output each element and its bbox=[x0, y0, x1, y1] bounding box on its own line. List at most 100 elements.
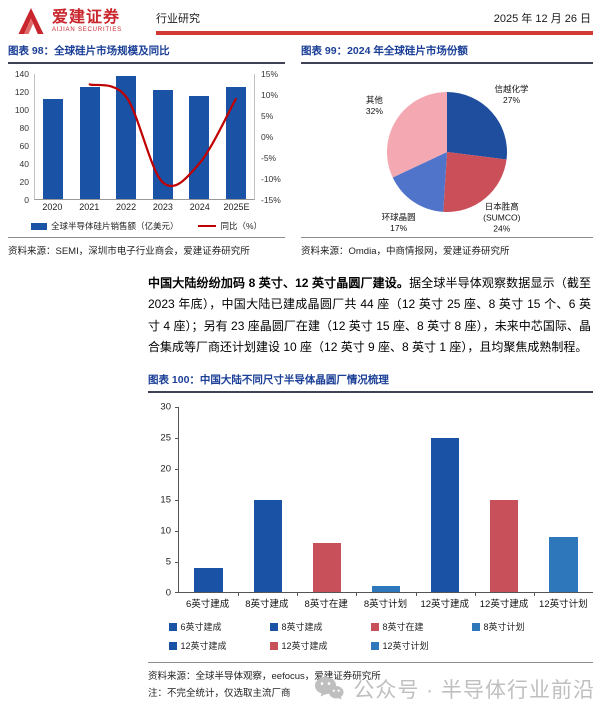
y-tick-label: 0 bbox=[24, 195, 29, 205]
aijian-logo: 爱建证券 AIJIAN SECURITIES bbox=[16, 7, 144, 35]
sales-bar bbox=[152, 90, 173, 199]
legend-item: 12英寸建成 bbox=[168, 639, 270, 652]
wafer-market-chart: 140 120 100 80 60 40 20 0 15% 10% 5% 0% -5% -10% -15% bbox=[8, 69, 285, 205]
x-tick-mark bbox=[356, 592, 358, 597]
x-tick-mark bbox=[533, 592, 535, 597]
pie-slice-信越化学 bbox=[447, 92, 507, 160]
x-tick-label: 2020 bbox=[42, 202, 63, 212]
bar-6英寸建成 bbox=[194, 567, 223, 593]
x-tick-mark bbox=[297, 592, 299, 597]
y-tick-label: -10% bbox=[261, 174, 281, 184]
plot-area bbox=[175, 407, 593, 597]
pie-slice-日本胜高 bbox=[443, 152, 507, 212]
legend-swatch bbox=[198, 225, 217, 227]
source-divider bbox=[301, 237, 593, 238]
pie-label-pct: 17% bbox=[390, 223, 408, 234]
legend-item: 同比（%） bbox=[198, 220, 262, 232]
paragraph-rest: 据全球半导体观察数据显示（截至 2023 年底），中国大陆已建成晶圆厂共 44 … bbox=[148, 276, 591, 355]
pie-label-pct: 27% bbox=[502, 95, 521, 106]
bar-column bbox=[534, 407, 593, 593]
y-tick-label: 5 bbox=[165, 556, 171, 568]
chart-legend: 6英寸建成 8英寸建成 8英寸在建 8英寸计划 12英寸建成 12英寸建成 12英寸计划 bbox=[168, 620, 573, 652]
pie-slice-环球晶圆 bbox=[392, 152, 447, 212]
legend-item: 8英寸建成 bbox=[269, 620, 371, 633]
y-tick-label: 10 bbox=[160, 525, 171, 537]
figure-99: 图表 99：2024 年全球硅片市场份额 信越化学 27% 日本胜高 (SUMCO) 2… bbox=[301, 41, 593, 257]
x-tick-label: 2024 bbox=[189, 202, 210, 212]
y-tick-label: 140 bbox=[14, 69, 29, 79]
x-tick-label: 2021 bbox=[79, 202, 100, 212]
bar-8英寸在建 bbox=[312, 543, 342, 593]
figure-98-title: 图表 98：全球硅片市场规模及同比 bbox=[8, 41, 285, 64]
sales-bar bbox=[225, 87, 246, 199]
x-tick-label: 12英寸计划 bbox=[539, 599, 588, 611]
legend-item: 全球半导体硅片销售额（亿美元） bbox=[30, 220, 178, 232]
legend-label: 8英寸建成 bbox=[281, 622, 323, 633]
bar-column bbox=[297, 407, 356, 593]
chart-legend: 全球半导体硅片销售额（亿美元） 同比（%） bbox=[8, 220, 285, 232]
source-divider bbox=[8, 237, 285, 238]
paragraph-lead: 中国大陆纷纷加码 8 英寸、12 英寸晶圆厂建设。 bbox=[148, 276, 410, 290]
pie-label-pct: 24% bbox=[493, 223, 511, 234]
bar-column bbox=[475, 407, 534, 593]
x-tick-mark bbox=[474, 592, 476, 597]
y-tick-label: 5% bbox=[261, 111, 274, 121]
figure-row: 图表 98：全球硅片市场规模及同比 140 120 100 80 60 40 20 0 15%… bbox=[0, 35, 601, 257]
x-tick-label: 8英寸建成 bbox=[245, 599, 289, 611]
page-header: 爱建证券 AIJIAN SECURITIES 行业研究 2025 年 12 月 … bbox=[0, 0, 601, 35]
x-tick-label: 12英寸建成 bbox=[479, 599, 529, 611]
bar-12英寸计划 bbox=[549, 536, 578, 593]
bar-column-2025E bbox=[218, 74, 255, 199]
watermark-text: 公众号 · 半导体行业前沿 bbox=[353, 679, 595, 702]
legend-swatch bbox=[370, 641, 379, 650]
bar-column bbox=[416, 407, 475, 593]
y-tick-label: -15% bbox=[261, 195, 281, 205]
left-y-axis: 140 120 100 80 60 40 20 0 bbox=[8, 69, 34, 205]
legend-label: 8英寸计划 bbox=[483, 622, 525, 633]
legend-swatch bbox=[168, 622, 177, 631]
pie-svg bbox=[387, 92, 507, 212]
y-tick-label: 0 bbox=[165, 587, 171, 599]
header-rule bbox=[156, 31, 593, 35]
figure-99-title: 图表 99：2024 年全球硅片市场份额 bbox=[301, 41, 593, 64]
source-divider bbox=[148, 662, 593, 664]
x-tick-label: 12英寸建成 bbox=[420, 599, 470, 611]
logo-title: 爱建证券 bbox=[52, 8, 121, 26]
pie-label-pct: 32% bbox=[365, 105, 383, 116]
figure-100-source: 资料来源：全球半导体观察，eefocus，爱建证券研究所 bbox=[148, 671, 381, 683]
pie-label: 其他 32% bbox=[366, 95, 383, 117]
bar-column-2021 bbox=[72, 74, 109, 199]
pie-slice-其他 bbox=[387, 92, 447, 178]
y-tick-label: 0% bbox=[261, 132, 274, 142]
y-tick-label: 15 bbox=[160, 494, 171, 506]
right-y-axis: 15% 10% 5% 0% -5% -10% -15% bbox=[255, 69, 285, 205]
x-tick-label: 6英寸建成 bbox=[185, 599, 230, 611]
figure-100-note: 注：不完全统计，仅选取主流厂商 bbox=[148, 688, 291, 700]
y-tick-mark bbox=[175, 561, 179, 563]
y-tick-label: 40 bbox=[19, 159, 29, 169]
legend-label: 同比（%） bbox=[220, 221, 263, 231]
body-paragraph: 中国大陆纷纷加码 8 英寸、12 英寸晶圆厂建设。据全球半导体观察数据显示（截至… bbox=[148, 273, 591, 358]
pie-label-name: 环球晶圆 bbox=[381, 212, 416, 223]
market-share-pie-chart: 信越化学 27% 日本胜高 (SUMCO) 24% 环球晶圆 17% 其他 32% bbox=[301, 66, 593, 237]
legend-label: 8英寸在建 bbox=[382, 622, 424, 633]
legend-label: 12英寸建成 bbox=[281, 641, 328, 652]
figure-98-source: 资料来源：SEMI，深圳市电子行业商会，爱建证券研究所 bbox=[8, 246, 250, 257]
y-tick-label: -5% bbox=[261, 153, 277, 163]
legend-swatch bbox=[168, 641, 177, 650]
legend-item: 12英寸建成 bbox=[269, 639, 371, 652]
legend-item: 8英寸在建 bbox=[370, 620, 472, 633]
wechat-watermark: 公众号 · 半导体行业前沿 bbox=[314, 674, 595, 704]
pie-label: 日本胜高 (SUMCO) 24% bbox=[483, 202, 520, 235]
bar-12英寸建成 bbox=[430, 438, 460, 593]
header-right: 行业研究 2025 年 12 月 26 日 bbox=[156, 7, 593, 35]
fab-count-chart: 30 25 20 15 10 5 0 bbox=[148, 402, 593, 599]
pie-label-name: 日本胜高 bbox=[484, 201, 519, 212]
legend-swatch bbox=[269, 622, 278, 631]
pie-label: 信越化学 27% bbox=[494, 84, 528, 106]
y-tick-mark bbox=[175, 438, 179, 440]
legend-swatch bbox=[30, 222, 47, 230]
aijian-logo-icon bbox=[18, 8, 44, 34]
y-tick-mark bbox=[175, 407, 179, 409]
bar-8英寸建成 bbox=[253, 499, 282, 593]
